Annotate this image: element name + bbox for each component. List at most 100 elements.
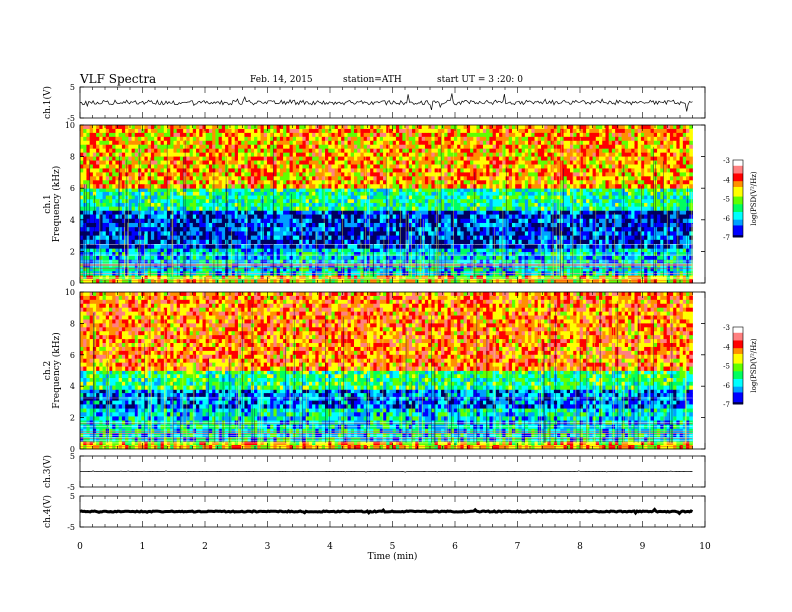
spectrogram-cell: [189, 255, 194, 261]
spectrogram-cell: [402, 214, 406, 220]
spectrogram-cell: [605, 267, 610, 272]
spectrogram-cell: [305, 235, 310, 241]
spectrogram-cell: [444, 259, 448, 264]
spectrogram-cell: [628, 267, 632, 272]
spectrogram-cell: [611, 214, 616, 220]
spectrogram-cell: [489, 259, 494, 264]
spectrogram-cell: [453, 128, 458, 134]
spectrogram-cell: [305, 214, 310, 220]
spectrogram-cell: [241, 125, 245, 130]
spectrogram-cell: [276, 279, 281, 284]
spectrogram-cell: [402, 218, 406, 224]
spectrogram-cell: [518, 235, 523, 241]
spectrogram-cell: [99, 125, 103, 130]
spectrogram-cell: [292, 206, 297, 211]
spectrogram-cell: [218, 227, 223, 232]
spectrogram-cell: [299, 231, 303, 236]
spectrogram-cell: [389, 267, 394, 272]
spectrogram-cell: [605, 222, 610, 228]
spectrogram-cell: [408, 125, 413, 130]
spectrogram-cell: [576, 206, 581, 211]
spectrogram-cell: [631, 199, 635, 204]
spectrogram-cell: [92, 188, 97, 193]
spectrogram-cell: [479, 239, 484, 245]
spectrogram-cell: [424, 125, 429, 130]
spectrogram-cell: [457, 191, 461, 196]
spectrogram-cell: [273, 210, 278, 215]
spectrogram-cell: [360, 128, 365, 134]
spectrogram-cell: [479, 125, 484, 130]
spectrogram-cell: [531, 210, 535, 215]
spectrogram-cell: [540, 206, 545, 211]
spectrogram-cell: [592, 252, 597, 257]
spectrogram-cell: [379, 275, 384, 280]
spectrogram-cell: [147, 128, 152, 134]
spectrogram-cell: [631, 239, 635, 245]
spectrogram-cell: [337, 188, 342, 193]
spectrogram-cell: [234, 222, 239, 228]
spectrogram-cell: [605, 279, 610, 284]
spectrogram-cell: [228, 214, 232, 220]
spectrogram-cell: [215, 248, 220, 253]
spectrogram-cell: [402, 239, 406, 245]
spectrogram-cell: [228, 191, 232, 196]
spectrogram-cell: [634, 195, 639, 200]
spectrogram-cell: [331, 191, 336, 196]
spectrogram-cell: [431, 279, 435, 284]
spectrogram-cell: [389, 202, 394, 208]
spectrogram-cell: [247, 218, 252, 224]
spectrogram-cell: [676, 195, 680, 200]
spectrogram-cell: [205, 199, 210, 204]
spectrogram-cell: [325, 235, 329, 241]
spectrogram-cell: [325, 244, 329, 249]
spectrogram-cell: [540, 222, 545, 228]
spectrogram-cell: [234, 255, 239, 261]
spectrogram-cell: [160, 235, 165, 241]
spectrogram-cell: [376, 206, 381, 211]
spectrogram-cell: [479, 188, 484, 193]
spectrogram-cell: [99, 128, 103, 134]
spectrogram-cell: [579, 188, 584, 193]
spectrogram-cell: [392, 244, 397, 249]
spectrogram-cell: [315, 128, 319, 134]
spectrogram-cell: [276, 218, 281, 224]
spectrogram-cell: [157, 259, 161, 264]
spectrogram-cell: [482, 231, 487, 236]
spectrogram-cell: [418, 191, 423, 196]
spectrogram-cell: [466, 125, 471, 130]
spectrogram-cell: [502, 188, 506, 193]
spectrogram-cell: [511, 231, 516, 236]
spectrogram-cell: [495, 125, 500, 130]
spectrogram-cell: [189, 202, 194, 208]
spectrogram-cell: [589, 239, 593, 245]
spectrogram-cell: [453, 195, 458, 200]
spectrogram-cell: [408, 267, 413, 272]
spectrogram-cell: [460, 235, 465, 241]
spectrogram-cell: [602, 195, 606, 200]
spectrogram-cell: [105, 239, 110, 245]
spectrogram-cell: [389, 218, 394, 224]
spectrogram-cell: [321, 202, 326, 208]
spectrogram-cell: [540, 218, 545, 224]
spectrogram-cell: [234, 214, 239, 220]
spectrogram-cell: [395, 267, 400, 272]
spectrogram-cell: [150, 195, 155, 200]
spectrogram-cell: [412, 231, 416, 236]
spectrogram-cell: [618, 259, 622, 264]
spectrogram-cell: [247, 191, 252, 196]
spectrogram-cell: [624, 214, 629, 220]
spectrogram-cell: [666, 199, 671, 204]
spectrogram-cell: [96, 202, 100, 208]
spectrogram-cell: [631, 267, 635, 272]
spectrogram-cell: [138, 125, 142, 130]
spectrogram-cell: [366, 227, 371, 232]
spectrogram-cell: [524, 235, 529, 241]
spectrogram-cell: [502, 248, 506, 253]
spectrogram-cell: [257, 210, 261, 215]
spectrogram-cell: [167, 275, 171, 280]
spectrogram-cell: [679, 199, 684, 204]
spectrogram-cell: [199, 191, 203, 196]
spectrogram-cell: [582, 275, 587, 280]
spectrogram-cell: [241, 279, 245, 284]
spectrogram-cell: [486, 210, 490, 215]
